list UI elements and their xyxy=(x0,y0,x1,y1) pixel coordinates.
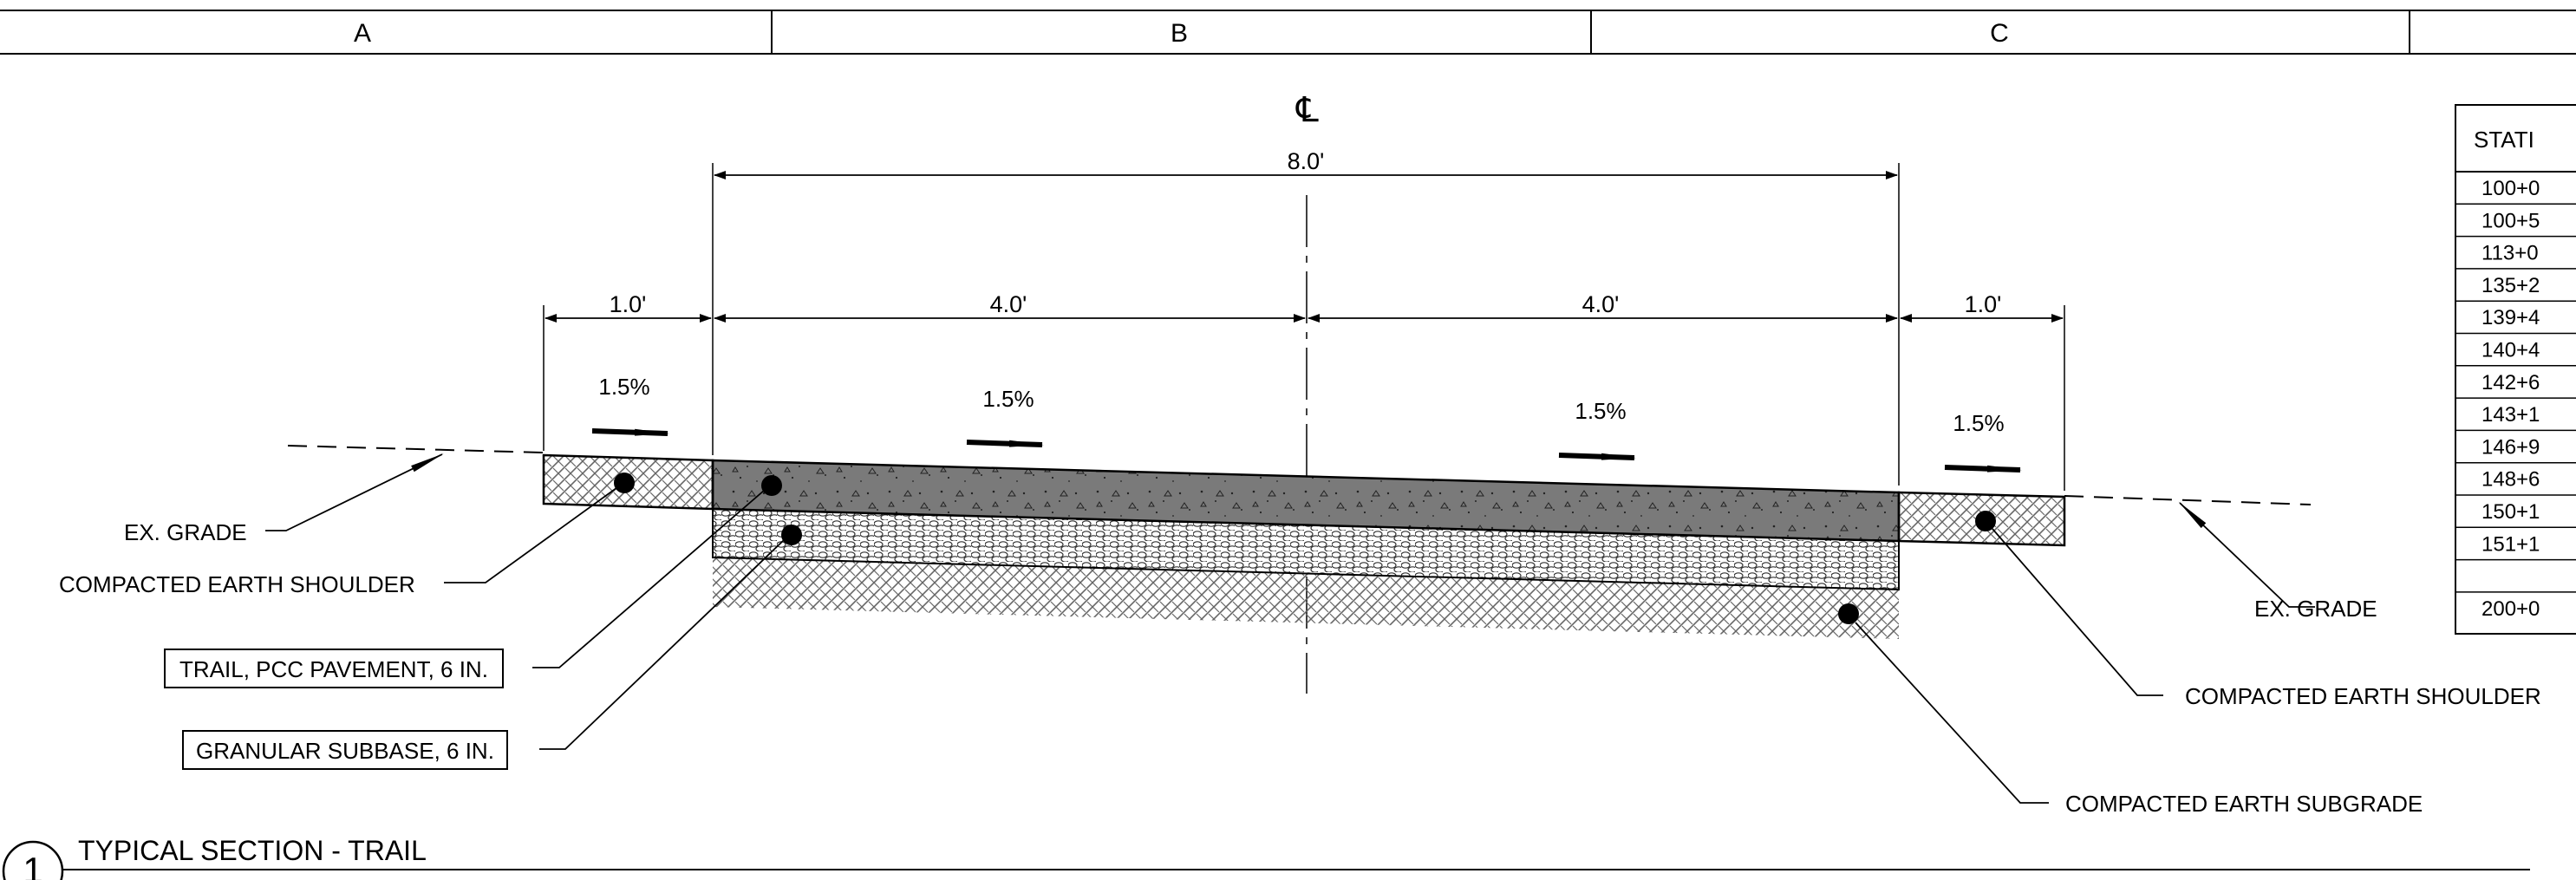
subgrade-layer xyxy=(713,557,1899,639)
label-shoulder-left: COMPACTED EARTH SHOULDER xyxy=(59,571,415,597)
station-row: 142+6 xyxy=(2481,371,2540,394)
dot-shoulder-left xyxy=(614,473,635,493)
label-subbase: GRANULAR SUBBASE, 6 IN. xyxy=(196,738,494,764)
slope-arrow-1 xyxy=(591,428,669,436)
station-row: 151+1 xyxy=(2481,532,2540,556)
station-row: 100+0 xyxy=(2481,177,2540,200)
label-subgrade: COMPACTED EARTH SUBGRADE xyxy=(2065,791,2423,817)
dot-pavement xyxy=(761,475,782,496)
slope-label-2: 1.5% xyxy=(982,386,1034,412)
slope-annotations: 1.5% 1.5% 1.5% 1.5% xyxy=(591,374,2022,473)
column-label-b: B xyxy=(1171,19,1188,48)
callout-dots xyxy=(614,473,1996,624)
label-ex-grade-left: EX. GRADE xyxy=(124,519,247,545)
title-block: 1 TYPICAL SECTION - TRAIL xyxy=(2,835,2530,880)
slope-arrow-4 xyxy=(1944,465,2022,473)
dimension-labels: 8.0' 4.0' 4.0' 1.0' 1.0' xyxy=(610,148,2002,317)
label-pavement: TRAIL, PCC PAVEMENT, 6 IN. xyxy=(179,656,488,682)
dot-subgrade xyxy=(1838,603,1859,624)
dim-left-half-label: 4.0' xyxy=(990,291,1027,317)
dot-subbase xyxy=(781,525,802,545)
station-row: 100+5 xyxy=(2481,209,2540,232)
slope-label-4: 1.5% xyxy=(1953,410,2004,436)
dimension-lines xyxy=(543,163,2065,491)
slope-arrow-2 xyxy=(966,440,1044,447)
detail-number-circle xyxy=(2,840,64,880)
label-shoulder-right: COMPACTED EARTH SHOULDER xyxy=(2185,683,2541,709)
station-table-header: STATI xyxy=(2474,127,2534,153)
station-row: 139+4 xyxy=(2481,306,2540,329)
station-row: 148+6 xyxy=(2481,468,2540,492)
station-row: 143+1 xyxy=(2481,403,2540,427)
station-row: 140+4 xyxy=(2481,339,2540,362)
dim-right-shoulder-label: 1.0' xyxy=(1965,291,2002,317)
label-ex-grade-right: EX. GRADE xyxy=(2254,596,2377,622)
detail-number: 1 xyxy=(23,850,42,880)
label-box-pavement xyxy=(164,649,504,688)
station-row: 146+9 xyxy=(2481,435,2540,459)
slope-label-3: 1.5% xyxy=(1575,398,1626,424)
station-row: 200+0 xyxy=(2481,597,2540,621)
slope-label-1: 1.5% xyxy=(598,374,649,400)
station-table-rows: 100+0 100+5 113+0 135+2 139+4 140+4 142+6 143+1… xyxy=(2455,177,2576,621)
column-header: A B C xyxy=(0,10,2576,55)
material-labels: EX. GRADE COMPACTED EARTH SHOULDER TRAIL… xyxy=(59,519,2541,817)
detail-title: TYPICAL SECTION - TRAIL xyxy=(78,835,427,866)
station-table: STATI 100+0 100+5 113+0 135+2 139+4 140+4 142+… xyxy=(2455,104,2576,635)
dim-right-half-label: 4.0' xyxy=(1582,291,1620,317)
dim-left-shoulder-label: 1.0' xyxy=(610,291,647,317)
centerline-symbol: ℄ xyxy=(1295,91,1319,129)
leader-lines xyxy=(265,453,2315,804)
dim-total-label: 8.0' xyxy=(1288,148,1325,174)
station-row: 150+1 xyxy=(2481,500,2540,524)
station-row: 135+2 xyxy=(2481,274,2540,297)
column-label-a: A xyxy=(354,19,371,48)
existing-grade-lines xyxy=(287,445,2312,505)
station-row: 113+0 xyxy=(2481,242,2539,265)
slope-arrow-3 xyxy=(1558,453,1636,460)
dot-shoulder-right xyxy=(1975,511,1996,531)
column-label-c: C xyxy=(1990,19,2009,48)
label-box-subbase xyxy=(182,730,508,770)
